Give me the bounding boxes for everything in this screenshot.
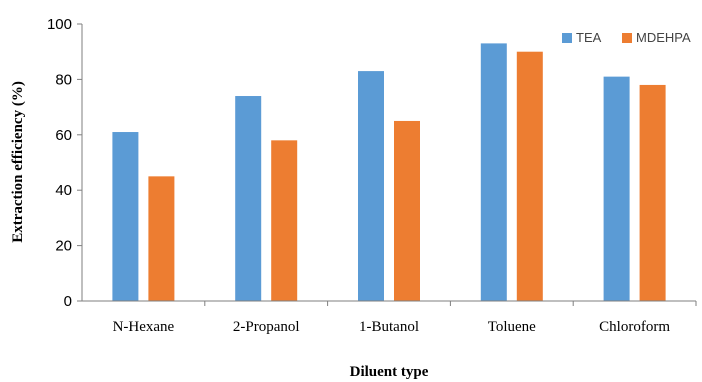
- bar-tea-chloroform: [603, 76, 630, 301]
- bar-tea-2-propanol: [235, 96, 262, 302]
- x-tick-label: Chloroform: [599, 319, 670, 335]
- legend: TEA MDEHPA: [562, 30, 691, 45]
- bar-mdehpa-toluene: [516, 51, 543, 302]
- legend-label-mdehpa: MDEHPA: [636, 30, 691, 45]
- y-tick-label: 80: [55, 71, 72, 88]
- y-tick-label: 20: [55, 238, 72, 255]
- legend-swatch-tea: [562, 33, 572, 43]
- bar-tea-1-butanol: [358, 71, 384, 301]
- x-tick-label: N-Hexane: [113, 319, 175, 335]
- bar-tea-toluene: [480, 43, 507, 301]
- bars: [112, 43, 666, 302]
- y-tick-label: 0: [64, 293, 72, 310]
- x-tick-label: 2-Propanol: [233, 319, 300, 335]
- bar-mdehpa-chloroform: [639, 84, 666, 301]
- legend-swatch-mdehpa: [622, 33, 632, 43]
- y-axis-ticks: 0 20 40 60 80 100: [47, 16, 82, 310]
- legend-label-tea: TEA: [576, 30, 602, 45]
- bar-mdehpa-n-hexane: [148, 176, 175, 301]
- x-axis-title: Diluent type: [350, 364, 429, 380]
- y-tick-label: 60: [55, 127, 72, 144]
- bar-mdehpa-1-butanol: [394, 120, 420, 301]
- x-axis-ticks: N-Hexane 2-Propanol 1-Butanol Toluene Chloro…: [113, 301, 697, 335]
- bar-mdehpa-2-propanol: [271, 140, 298, 301]
- x-tick-label: 1-Butanol: [359, 319, 419, 335]
- x-tick-label: Toluene: [488, 319, 536, 335]
- y-tick-label: 40: [55, 182, 72, 199]
- y-axis-title: Extraction efficiency (%): [10, 81, 26, 243]
- y-tick-label: 100: [47, 16, 72, 33]
- bar-tea-n-hexane: [112, 132, 139, 301]
